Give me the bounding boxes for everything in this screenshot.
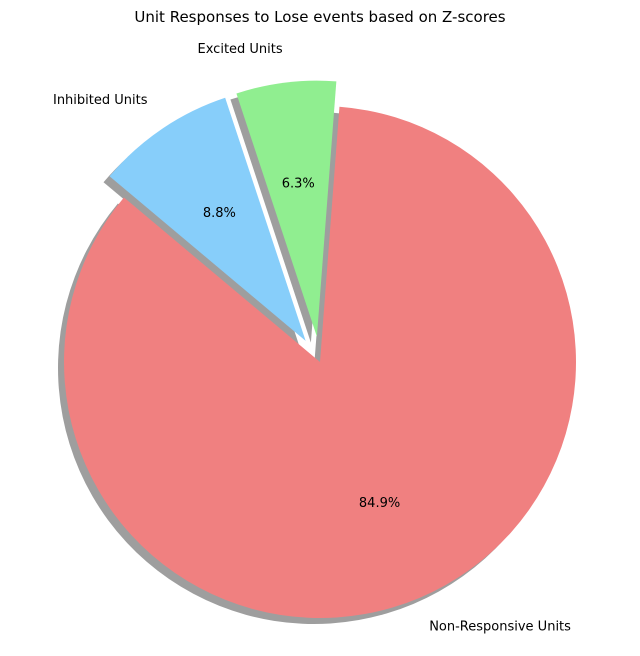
inhibited-units-slice bbox=[109, 97, 306, 341]
pie-slice-layer bbox=[64, 80, 577, 618]
pie-label-layer: Non-Responsive Units 84.9% Excited Units 6.… bbox=[53, 42, 571, 634]
excited-units-label: Excited Units bbox=[198, 42, 283, 57]
excited-units-slice bbox=[236, 80, 337, 337]
non-responsive-units-label: Non-Responsive Units bbox=[429, 619, 571, 634]
inhibited-units-label: Inhibited Units bbox=[53, 93, 148, 108]
chart-title: Unit Responses to Lose events based on Z… bbox=[134, 8, 505, 26]
inhibited-units-percent-label: 8.8% bbox=[203, 206, 236, 221]
non-responsive-units-percent-label: 84.9% bbox=[359, 496, 400, 511]
excited-units-percent-label: 6.3% bbox=[282, 177, 315, 192]
non-responsive-units-slice bbox=[64, 106, 577, 618]
